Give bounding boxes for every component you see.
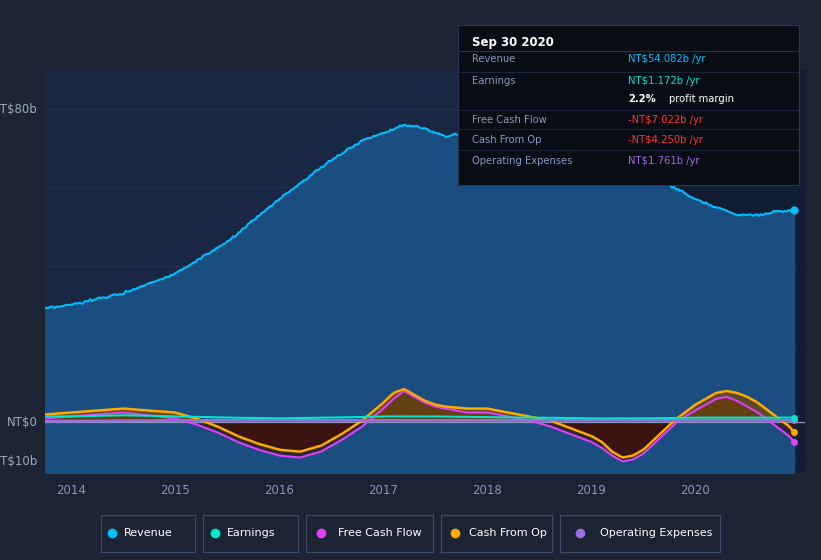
Text: Cash From Op: Cash From Op: [469, 529, 547, 538]
Text: Sep 30 2020: Sep 30 2020: [472, 36, 553, 49]
Text: Revenue: Revenue: [472, 54, 515, 64]
Bar: [659, 70, 810, 473]
Text: NT$80b: NT$80b: [0, 102, 38, 116]
Text: Free Cash Flow: Free Cash Flow: [472, 115, 547, 124]
Text: Operating Expenses: Operating Expenses: [472, 156, 572, 166]
Text: Free Cash Flow: Free Cash Flow: [337, 529, 421, 538]
Text: -NT$4.250b /yr: -NT$4.250b /yr: [629, 136, 704, 146]
Text: -NT$10b: -NT$10b: [0, 455, 38, 468]
Text: Operating Expenses: Operating Expenses: [600, 529, 713, 538]
Text: Earnings: Earnings: [472, 76, 516, 86]
Text: Cash From Op: Cash From Op: [472, 136, 541, 146]
Text: Earnings: Earnings: [227, 529, 275, 538]
Text: NT$1.172b /yr: NT$1.172b /yr: [629, 76, 700, 86]
Text: Revenue: Revenue: [124, 529, 173, 538]
Text: -NT$7.022b /yr: -NT$7.022b /yr: [629, 115, 704, 124]
Text: profit margin: profit margin: [669, 94, 734, 104]
Text: NT$1.761b /yr: NT$1.761b /yr: [629, 156, 700, 166]
Text: NT$0: NT$0: [7, 416, 38, 429]
Text: NT$54.082b /yr: NT$54.082b /yr: [629, 54, 706, 64]
Text: 2.2%: 2.2%: [629, 94, 656, 104]
